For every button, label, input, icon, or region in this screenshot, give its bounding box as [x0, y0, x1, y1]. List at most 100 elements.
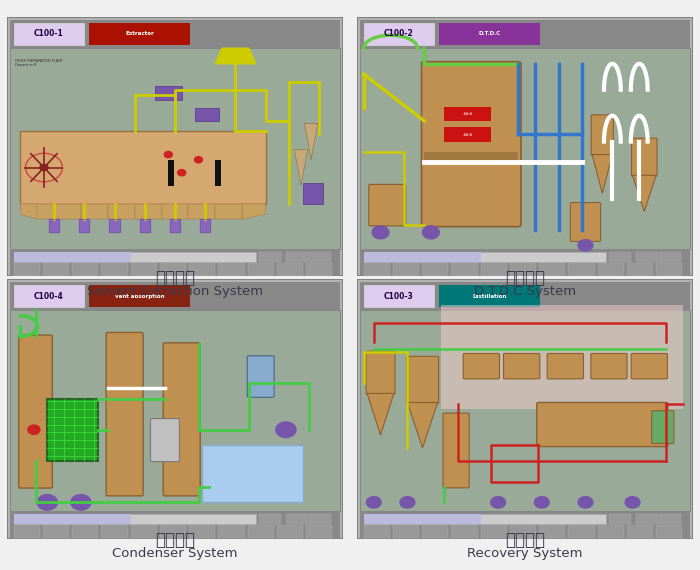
FancyBboxPatch shape — [463, 353, 500, 379]
Text: D.T.D.C: D.T.D.C — [479, 31, 500, 36]
Text: ###: ### — [463, 112, 473, 116]
Polygon shape — [37, 204, 54, 219]
FancyBboxPatch shape — [10, 311, 340, 511]
FancyBboxPatch shape — [592, 115, 613, 156]
FancyBboxPatch shape — [422, 263, 449, 276]
FancyBboxPatch shape — [247, 356, 274, 397]
FancyBboxPatch shape — [659, 514, 681, 524]
Text: C100-4: C100-4 — [34, 292, 64, 300]
FancyBboxPatch shape — [510, 263, 536, 276]
FancyBboxPatch shape — [539, 526, 566, 538]
FancyBboxPatch shape — [598, 526, 624, 538]
FancyBboxPatch shape — [591, 353, 627, 379]
FancyBboxPatch shape — [440, 285, 540, 307]
Polygon shape — [407, 402, 438, 448]
Polygon shape — [216, 48, 256, 64]
Circle shape — [491, 496, 505, 508]
FancyBboxPatch shape — [306, 263, 332, 276]
Polygon shape — [633, 176, 656, 211]
FancyBboxPatch shape — [14, 526, 40, 538]
Polygon shape — [20, 204, 37, 219]
FancyBboxPatch shape — [441, 306, 683, 409]
Circle shape — [40, 164, 48, 170]
FancyBboxPatch shape — [14, 252, 132, 262]
FancyBboxPatch shape — [503, 353, 540, 379]
Text: FROM PREPARATION PLANT
Departure B: FROM PREPARATION PLANT Departure B — [15, 59, 64, 67]
Polygon shape — [20, 131, 266, 204]
FancyBboxPatch shape — [407, 356, 439, 403]
FancyBboxPatch shape — [106, 332, 143, 496]
FancyBboxPatch shape — [369, 184, 406, 226]
FancyBboxPatch shape — [10, 250, 340, 276]
FancyBboxPatch shape — [636, 252, 658, 262]
FancyBboxPatch shape — [131, 263, 157, 276]
Text: Recovery System: Recovery System — [468, 547, 582, 560]
Circle shape — [37, 495, 57, 510]
FancyBboxPatch shape — [168, 160, 174, 186]
FancyBboxPatch shape — [10, 512, 340, 539]
Polygon shape — [134, 204, 162, 219]
Circle shape — [195, 157, 202, 163]
FancyBboxPatch shape — [366, 351, 395, 394]
Text: vent absorption: vent absorption — [115, 294, 164, 299]
FancyBboxPatch shape — [440, 23, 540, 45]
Text: 蝘脱系统: 蝘脱系统 — [505, 268, 545, 287]
FancyBboxPatch shape — [510, 526, 536, 538]
FancyBboxPatch shape — [218, 263, 244, 276]
Text: 回收系统: 回收系统 — [505, 531, 545, 549]
FancyBboxPatch shape — [160, 263, 186, 276]
FancyBboxPatch shape — [570, 202, 601, 242]
FancyBboxPatch shape — [539, 263, 566, 276]
FancyBboxPatch shape — [481, 526, 507, 538]
Polygon shape — [367, 393, 394, 435]
FancyBboxPatch shape — [150, 418, 179, 462]
FancyBboxPatch shape — [10, 282, 340, 310]
FancyBboxPatch shape — [357, 279, 693, 539]
FancyBboxPatch shape — [364, 23, 434, 45]
FancyBboxPatch shape — [360, 282, 690, 310]
FancyBboxPatch shape — [364, 285, 434, 307]
FancyBboxPatch shape — [202, 445, 302, 502]
FancyBboxPatch shape — [537, 402, 668, 446]
Circle shape — [400, 496, 415, 508]
FancyBboxPatch shape — [631, 138, 657, 176]
FancyBboxPatch shape — [7, 17, 343, 276]
Text: C100-1: C100-1 — [34, 30, 64, 38]
FancyBboxPatch shape — [218, 526, 244, 538]
FancyBboxPatch shape — [14, 285, 84, 307]
Text: Distillation: Distillation — [473, 294, 507, 299]
FancyBboxPatch shape — [364, 514, 482, 524]
FancyBboxPatch shape — [189, 526, 216, 538]
Circle shape — [423, 226, 440, 239]
FancyBboxPatch shape — [7, 279, 343, 539]
FancyBboxPatch shape — [14, 23, 84, 45]
FancyBboxPatch shape — [276, 526, 303, 538]
Text: 冷凝系统: 冷凝系统 — [155, 531, 195, 549]
FancyBboxPatch shape — [422, 526, 449, 538]
FancyBboxPatch shape — [286, 252, 308, 262]
Circle shape — [178, 170, 186, 176]
Polygon shape — [188, 204, 216, 219]
Text: 浸出系统: 浸出系统 — [155, 268, 195, 287]
FancyBboxPatch shape — [102, 526, 127, 538]
FancyBboxPatch shape — [364, 263, 390, 276]
FancyBboxPatch shape — [14, 514, 255, 524]
FancyBboxPatch shape — [195, 108, 218, 121]
Circle shape — [372, 226, 389, 239]
Polygon shape — [304, 124, 318, 160]
Text: Condenser System: Condenser System — [112, 547, 238, 560]
FancyBboxPatch shape — [360, 20, 690, 48]
Text: ###: ### — [463, 133, 473, 137]
FancyBboxPatch shape — [286, 514, 308, 524]
FancyBboxPatch shape — [444, 107, 491, 121]
FancyBboxPatch shape — [568, 526, 594, 538]
FancyBboxPatch shape — [14, 252, 255, 262]
FancyBboxPatch shape — [424, 152, 518, 162]
FancyBboxPatch shape — [90, 285, 190, 307]
FancyBboxPatch shape — [14, 263, 40, 276]
Polygon shape — [109, 219, 120, 233]
Polygon shape — [162, 204, 188, 219]
FancyBboxPatch shape — [444, 127, 491, 141]
FancyBboxPatch shape — [360, 250, 690, 276]
FancyBboxPatch shape — [72, 263, 99, 276]
